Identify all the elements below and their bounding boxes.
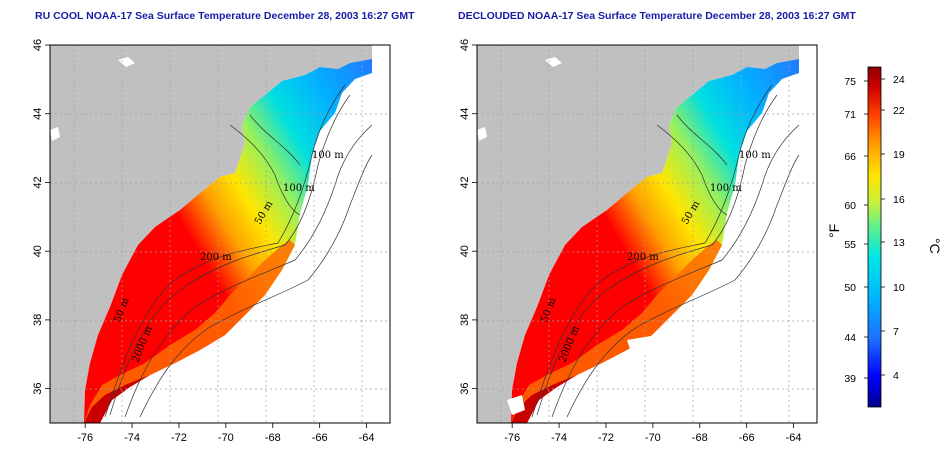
celsius-unit-label: °C: [927, 238, 943, 254]
fahrenheit-tick-label: 71: [844, 109, 856, 121]
colorbar: 75 71 66 60 55 50 44 39 24 22 19 16 13 10 7 4 °F °C: [826, 66, 943, 408]
x-tick-label: -64: [359, 432, 375, 444]
y-tick-label: 44: [459, 108, 471, 120]
map-panel-right: 100 m 100 m 50 m 200 m 50 m 2000 m: [476, 44, 818, 424]
x-tick-label: -72: [598, 432, 614, 444]
fahrenheit-unit-label: °F: [826, 224, 842, 238]
contour-label: 100 m: [710, 183, 742, 194]
x-tick-label: -66: [312, 432, 328, 444]
panel-title-left: RU COOL NOAA-17 Sea Surface Temperature …: [35, 10, 415, 22]
axes-right: -76 -74 -72 -70 -68 -66 -64 36 38 40 42 44 46: [459, 39, 802, 444]
y-tick-label: 46: [32, 39, 44, 51]
y-tick-label: 38: [32, 314, 44, 326]
sst-map-right: [477, 45, 817, 423]
panel-title-right: DECLOUDED NOAA-17 Sea Surface Temperatur…: [458, 10, 856, 22]
colorbar-scale: [867, 66, 882, 408]
colorbar-ticks: 75 71 66 60 55 50 44 39 24 22 19 16 13 10 7 4: [844, 74, 905, 385]
fahrenheit-tick-label: 55: [844, 239, 856, 251]
contour-label: 200 m: [200, 252, 232, 263]
map-frame: [476, 44, 818, 424]
fahrenheit-tick-label: 66: [844, 151, 856, 163]
celsius-tick-label: 13: [893, 237, 905, 249]
x-tick-label: -66: [739, 432, 755, 444]
x-tick-label: -64: [786, 432, 802, 444]
x-tick-label: -72: [171, 432, 187, 444]
contour-label: 100 m: [739, 150, 771, 161]
y-tick-label: 36: [459, 383, 471, 395]
fahrenheit-tick-label: 44: [844, 332, 856, 344]
x-tick-label: -76: [77, 432, 93, 444]
x-tick-label: -76: [504, 432, 520, 444]
x-tick-label: -68: [265, 432, 281, 444]
x-tick-label: -68: [692, 432, 708, 444]
contour-label: 100 m: [312, 150, 344, 161]
contour-label: 200 m: [627, 252, 659, 263]
axes-left: -76 -74 -72 -70 -68 -66 -64 36 38 40 42 44 46: [32, 39, 375, 444]
y-tick-label: 40: [459, 245, 471, 257]
y-tick-label: 44: [32, 108, 44, 120]
celsius-tick-label: 22: [893, 105, 905, 117]
x-tick-label: -70: [218, 432, 234, 444]
y-tick-label: 42: [459, 176, 471, 188]
y-tick-label: 38: [459, 314, 471, 326]
map-panel-left: 100 m 100 m 50 m 200 m 50 m 2000 m: [49, 44, 391, 424]
celsius-tick-label: 24: [893, 74, 905, 86]
celsius-tick-label: 16: [893, 194, 905, 206]
fahrenheit-tick-label: 75: [844, 76, 856, 88]
fahrenheit-tick-label: 60: [844, 200, 856, 212]
y-tick-label: 46: [459, 39, 471, 51]
map-frame: [49, 44, 391, 424]
contour-label: 100 m: [283, 183, 315, 194]
x-tick-label: -74: [551, 432, 567, 444]
x-tick-label: -74: [124, 432, 140, 444]
celsius-tick-label: 19: [893, 149, 905, 161]
fahrenheit-tick-label: 39: [844, 373, 856, 385]
y-tick-label: 36: [32, 383, 44, 395]
celsius-tick-label: 4: [893, 370, 899, 382]
y-tick-label: 40: [32, 245, 44, 257]
x-tick-label: -70: [645, 432, 661, 444]
celsius-tick-label: 10: [893, 282, 905, 294]
celsius-tick-label: 7: [893, 326, 899, 338]
y-tick-label: 42: [32, 176, 44, 188]
fahrenheit-tick-label: 50: [844, 282, 856, 294]
